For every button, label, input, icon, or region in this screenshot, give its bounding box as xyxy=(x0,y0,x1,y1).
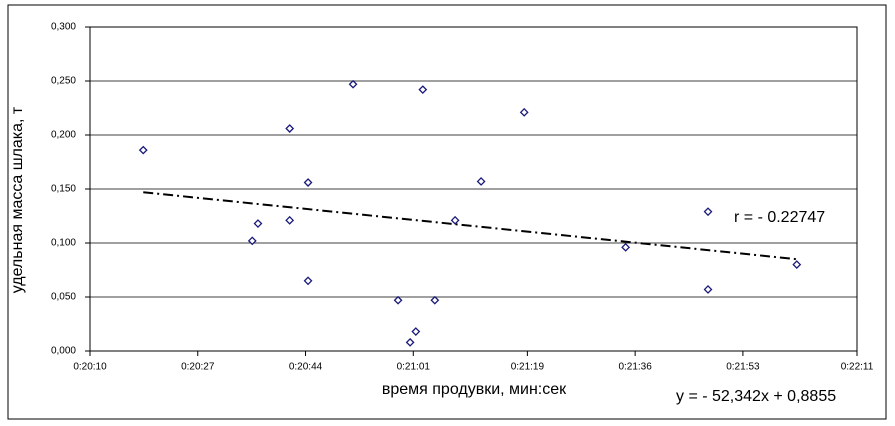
x-tick-label: 0:21:01 xyxy=(397,362,431,373)
data-point xyxy=(450,215,460,225)
data-point xyxy=(303,276,313,286)
data-point xyxy=(476,177,486,186)
data-point xyxy=(519,107,529,117)
y-tick-label: 0,250 xyxy=(51,76,76,87)
x-axis-title: время продувки, мин:сек xyxy=(382,381,567,398)
data-point xyxy=(621,242,631,252)
data-point xyxy=(253,219,263,228)
data-point xyxy=(303,178,313,187)
data-point xyxy=(703,285,713,294)
x-tick-label: 0:21:53 xyxy=(726,362,760,373)
data-point xyxy=(393,295,403,305)
y-tick-label: 0,050 xyxy=(51,292,76,303)
y-tick-label: 0,000 xyxy=(51,346,76,357)
x-tick-label: 0:22:11 xyxy=(841,362,874,373)
y-tick-label: 0,300 xyxy=(51,22,76,33)
data-point xyxy=(405,337,415,347)
data-point xyxy=(792,260,802,270)
data-point xyxy=(430,295,440,305)
data-point xyxy=(411,327,421,336)
data-point xyxy=(138,145,148,155)
x-tick-label: 0:20:27 xyxy=(181,362,215,373)
annotation: r = - 0.22747 xyxy=(734,209,825,226)
x-tick-label: 0:20:44 xyxy=(289,362,323,373)
x-tick-label: 0:21:19 xyxy=(511,362,545,373)
x-tick-label: 0:21:36 xyxy=(618,362,652,373)
y-tick-label: 0,100 xyxy=(51,238,76,249)
y-tick-label: 0,200 xyxy=(51,130,76,141)
data-point xyxy=(285,215,295,225)
data-point xyxy=(348,79,358,89)
data-point xyxy=(418,85,428,95)
x-tick-label: 0:20:10 xyxy=(73,362,107,373)
trendline xyxy=(143,191,797,261)
annotation: y = - 52,342x + 0,8855 xyxy=(676,388,836,405)
data-point xyxy=(247,236,257,246)
y-axis-title: удельная масса шлака, т xyxy=(9,106,26,293)
data-point xyxy=(703,207,713,217)
y-tick-label: 0,150 xyxy=(51,184,76,195)
data-point xyxy=(285,124,295,133)
